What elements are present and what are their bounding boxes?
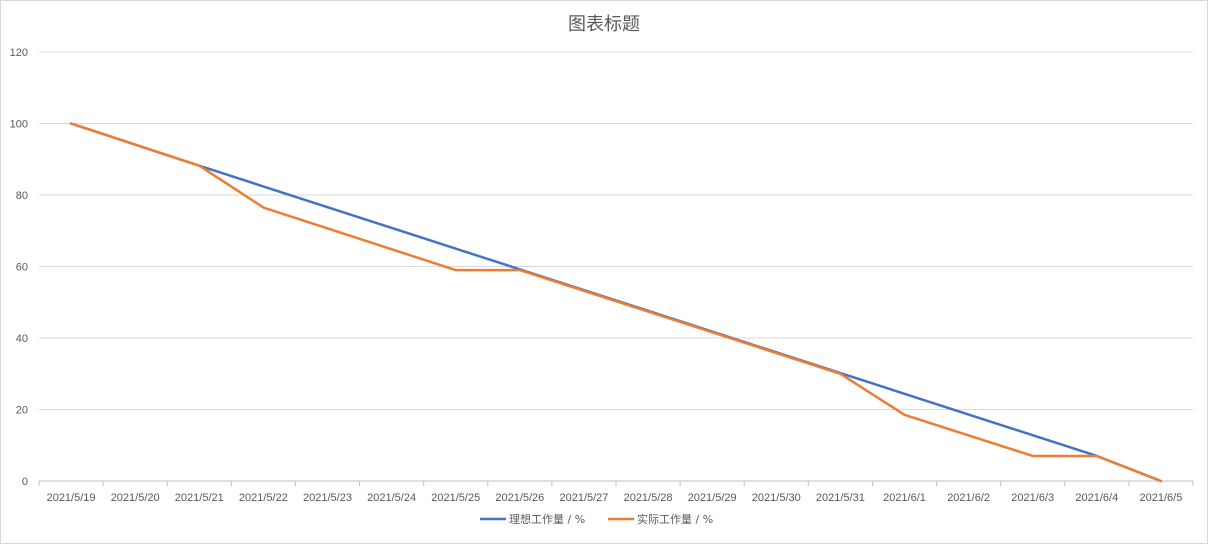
- y-tick-label: 100: [10, 119, 28, 131]
- legend: 理想工作量 / % 实际工作量 / %: [480, 512, 713, 526]
- x-tick-label: 2021/6/2: [947, 492, 990, 504]
- legend-label: 实际工作量 / %: [637, 512, 713, 526]
- legend-label: 理想工作量 / %: [509, 512, 585, 526]
- legend-item-1: 理想工作量 / %: [480, 512, 585, 526]
- x-tick-label: 2021/5/20: [111, 492, 160, 504]
- x-tick-label: 2021/5/23: [303, 492, 352, 504]
- x-tick-label: 2021/5/22: [239, 492, 288, 504]
- x-tick-label: 2021/5/30: [752, 492, 801, 504]
- x-tick-label: 2021/5/25: [431, 492, 480, 504]
- y-tick-label: 60: [16, 262, 28, 274]
- x-tick-label: 2021/6/5: [1140, 492, 1183, 504]
- x-tick-label: 2021/5/19: [47, 492, 96, 504]
- x-tick-label: 2021/6/3: [1011, 492, 1054, 504]
- y-tick-label: 80: [16, 190, 28, 202]
- chart-title: 图表标题: [568, 14, 640, 35]
- series-line-2: [69, 122, 1163, 483]
- y-tick-label: 40: [16, 333, 28, 345]
- x-tick-label: 2021/6/1: [883, 492, 926, 504]
- y-axis: 0 20 40 60 80 100 120: [10, 47, 28, 488]
- x-tick-label: 2021/5/26: [495, 492, 544, 504]
- legend-item-2: 实际工作量 / %: [608, 512, 713, 526]
- x-tick-label: 2021/5/24: [367, 492, 416, 504]
- x-tick-label: 2021/5/31: [816, 492, 865, 504]
- y-tick-label: 120: [10, 47, 28, 59]
- x-tick-label: 2021/5/28: [624, 492, 673, 504]
- y-tick-label: 20: [16, 405, 28, 417]
- x-tick-label: 2021/5/29: [688, 492, 737, 504]
- x-tick-label: 2021/6/4: [1075, 492, 1118, 504]
- series-lines: [69, 122, 1163, 483]
- x-tick-label: 2021/5/27: [559, 492, 608, 504]
- x-tick-label: 2021/5/21: [175, 492, 224, 504]
- x-axis: 2021/5/19 2021/5/20 2021/5/21 2021/5/22 2021…: [38, 480, 1194, 504]
- y-tick-label: 0: [22, 476, 28, 488]
- gridlines: [39, 51, 1193, 410]
